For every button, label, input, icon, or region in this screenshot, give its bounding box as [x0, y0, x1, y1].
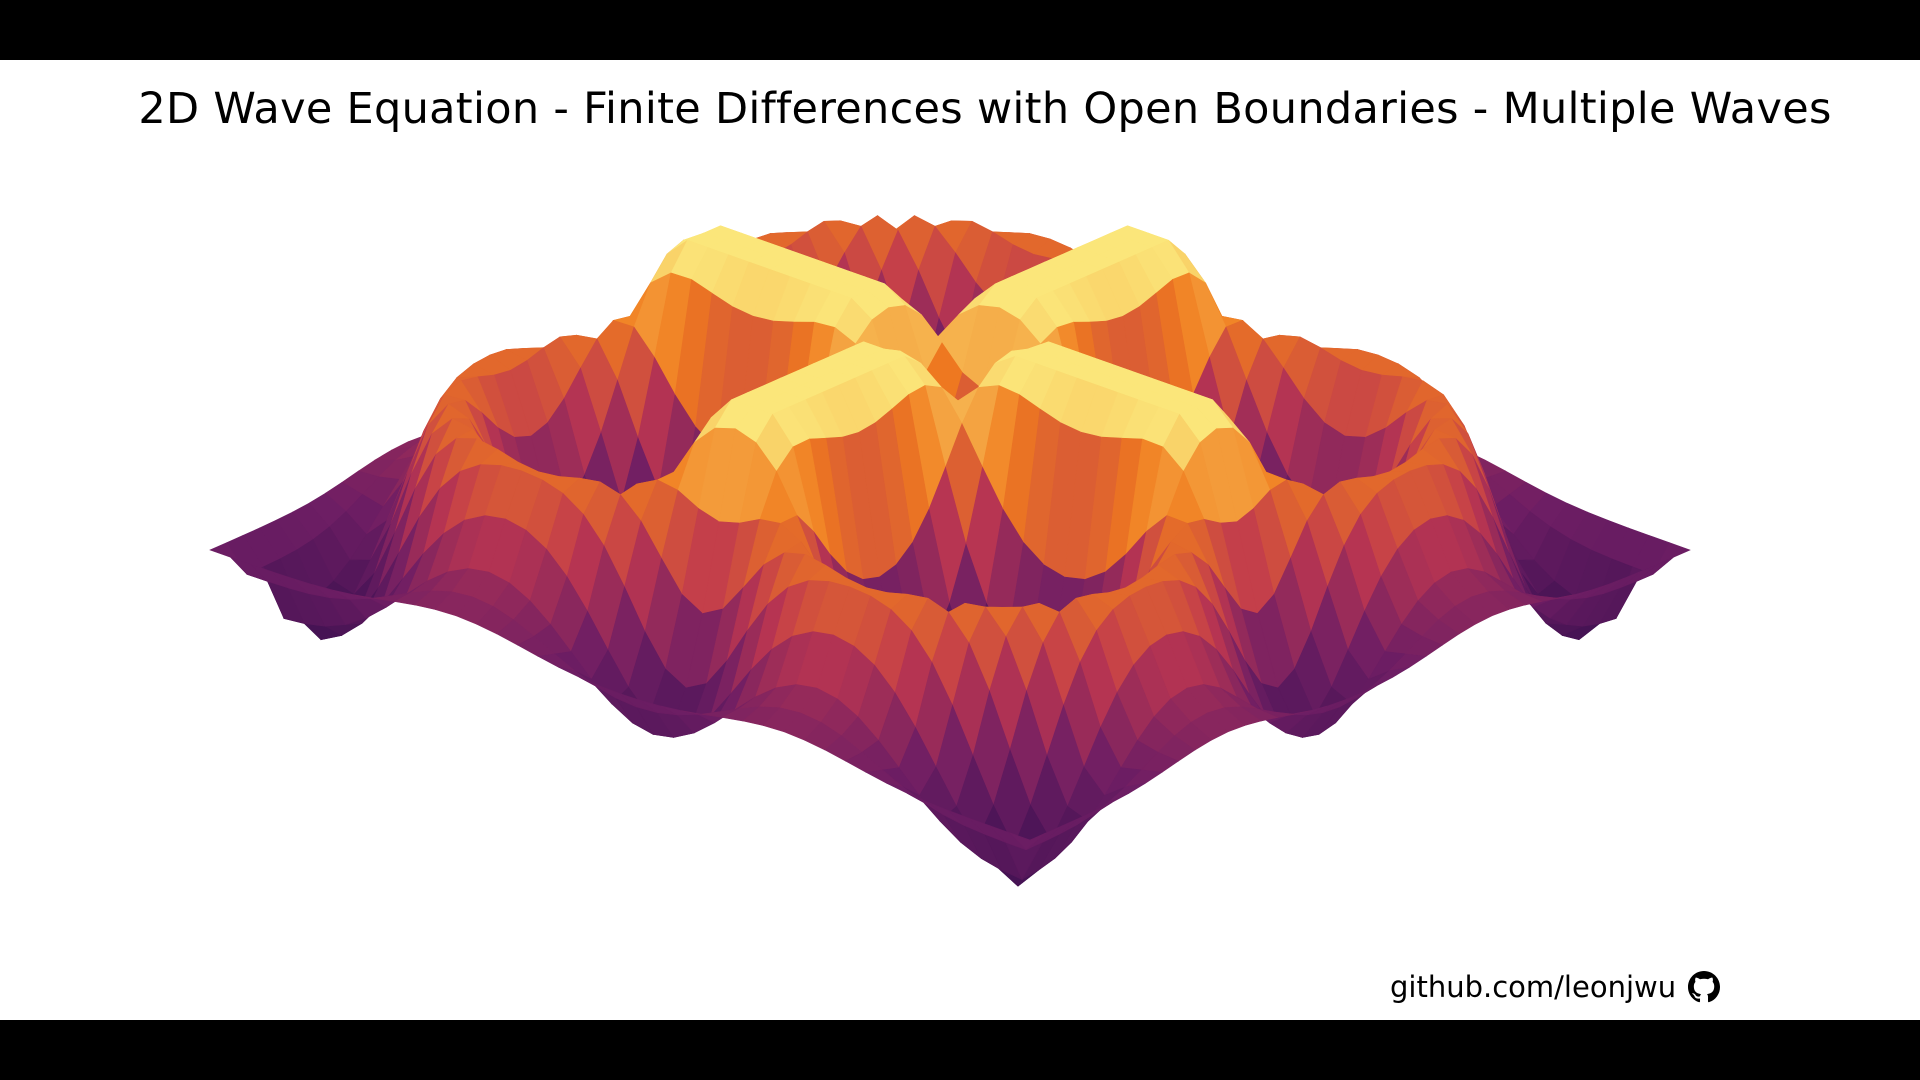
surface-facet	[1009, 832, 1047, 851]
github-icon	[1688, 971, 1721, 1003]
letterbox-top	[0, 0, 1920, 60]
wave-surface-plot	[209, 215, 1691, 887]
letterbox-bottom	[0, 1020, 1920, 1080]
chart-title: 2D Wave Equation - Finite Differences wi…	[138, 84, 1832, 134]
credit[interactable]: github.com/leonjwu	[1390, 970, 1721, 1004]
figure-canvas: 2D Wave Equation - Finite Differences wi…	[0, 60, 1920, 1020]
credit-text: github.com/leonjwu	[1390, 970, 1677, 1004]
